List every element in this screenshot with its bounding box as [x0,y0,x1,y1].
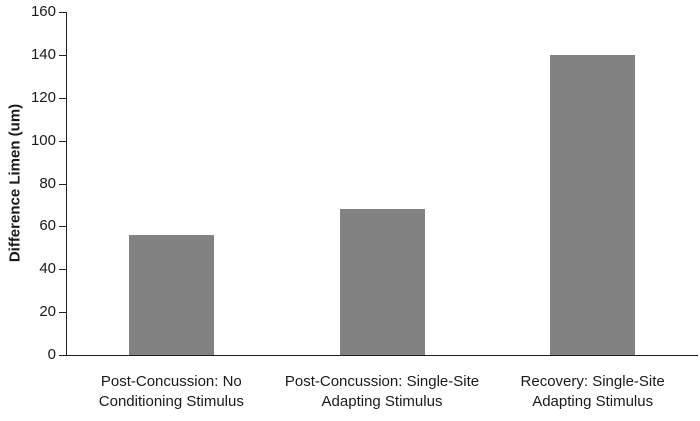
x-category-label: Post-Concussion: Single-Site Adapting St… [284,373,480,410]
y-tick-mark [59,12,66,13]
y-tick-mark [59,226,66,228]
y-tick-label: 100 [30,131,56,149]
bar-0 [128,234,214,355]
x-category-label: Post-Concussion: No Conditioning Stimulu… [98,373,244,410]
x-category-label: Recovery: Single-Site Adapting Stimulus [520,373,665,410]
x-axis-line [66,355,698,356]
bar-1 [339,209,425,355]
y-tick-mark [59,355,66,356]
y-tick-mark [59,312,66,314]
y-tick-label: 120 [30,88,56,106]
y-tick-label: 60 [39,217,56,235]
y-tick-label: 0 [47,346,56,363]
y-tick-label: 20 [39,303,56,321]
y-tick-mark [59,140,66,142]
bar-2 [550,54,636,355]
y-tick-label: 80 [39,174,56,192]
y-tick-mark [59,269,66,271]
y-tick-mark [59,54,66,56]
y-axis-line [66,12,67,355]
y-tick-label: 160 [30,3,56,20]
y-tick-mark [59,183,66,185]
y-tick-label: 40 [39,260,56,278]
y-tick-label: 140 [30,45,56,63]
y-tick-mark [59,97,66,99]
